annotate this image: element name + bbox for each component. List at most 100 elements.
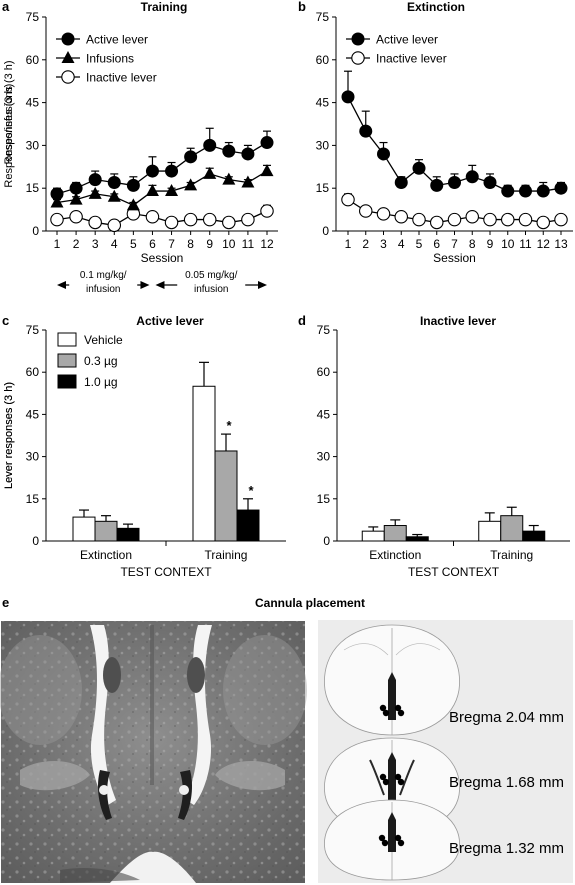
- bregma-label-3: Bregma 1.32 mm: [449, 840, 564, 857]
- dose-arrow-right: [258, 281, 267, 289]
- significance-star: *: [226, 418, 232, 433]
- y-tick-label: 45: [317, 407, 331, 421]
- data-point-filled-circle: [483, 175, 497, 189]
- bar: [214, 450, 238, 542]
- y-tick-label: 0: [323, 534, 330, 548]
- data-point-open-circle: [107, 218, 122, 233]
- data-point-filled-circle: [61, 32, 75, 46]
- data-point-filled-circle: [430, 178, 444, 192]
- bar: [94, 520, 118, 542]
- data-point-triangle: [107, 189, 121, 202]
- y-tick-label: 15: [26, 181, 40, 195]
- x-tick-label: 4: [398, 237, 405, 251]
- chart-panel-c: 0 15 30 45 60 75 Lever responses (3 h) Extincti…: [3, 323, 286, 579]
- data-point-filled-circle: [359, 124, 373, 138]
- data-point-filled-circle: [184, 150, 198, 164]
- y-axis-label: Responses (3 h): [3, 84, 15, 165]
- y-tick-label: 15: [316, 181, 330, 195]
- data-point-filled-circle: [145, 164, 159, 178]
- legend-label: Infusions: [86, 52, 134, 66]
- y-tick-label: 0: [32, 224, 39, 238]
- x-tick-label: 6: [433, 237, 440, 251]
- data-point-filled-circle: [69, 181, 83, 195]
- data-point-open-circle: [202, 212, 217, 227]
- bar: [236, 509, 260, 542]
- x-tick-label: 2: [73, 237, 80, 251]
- x-tick-label: 3: [380, 237, 387, 251]
- legend-label: 1.0 µg: [84, 375, 118, 389]
- data-point-open-circle: [376, 207, 391, 221]
- data-point-open-circle: [394, 209, 408, 224]
- x-axis-label: TEST CONTEXT: [120, 565, 212, 579]
- data-point-filled-circle: [203, 138, 217, 152]
- data-point-filled-circle: [107, 175, 121, 189]
- y-axis-label: Lever responses (3 h): [3, 382, 15, 489]
- x-tick-label: 1: [345, 237, 352, 251]
- y-tick-label: 60: [317, 365, 331, 379]
- y-tick-label: 60: [316, 53, 330, 67]
- legend-label: 0.3 µg: [84, 354, 118, 368]
- atlas-schematics: Bregma 2.04 mm Bregma 1.68 mm Bregma 1.3…: [318, 620, 573, 883]
- x-tick-label: 12: [537, 237, 551, 251]
- y-axis-label: Responses/infusions (3 h): [3, 60, 15, 187]
- data-point-filled-circle: [412, 161, 426, 175]
- y-tick-label: 45: [26, 407, 40, 421]
- data-point-open-circle: [69, 209, 83, 224]
- data-point-filled-circle: [448, 175, 461, 189]
- data-point-filled-circle: [126, 178, 140, 192]
- bar: [500, 515, 524, 542]
- chart-panel-d: 0 15 30 45 60 75 Lever responses (3 h) Extincti…: [3, 323, 570, 579]
- data-point-open-circle: [341, 192, 355, 207]
- y-tick-label: 45: [316, 96, 330, 110]
- y-tick-label: 30: [316, 138, 330, 152]
- bar: [192, 385, 216, 542]
- legend-label: Inactive lever: [376, 52, 447, 66]
- legend-label: Active lever: [86, 33, 148, 47]
- data-point-filled-circle: [465, 170, 479, 184]
- panel-d-letter: d: [298, 313, 306, 328]
- x-tick-label: 10: [501, 237, 515, 251]
- data-point-open-circle: [88, 215, 102, 230]
- dose-label-bg: [69, 266, 138, 298]
- data-point-triangle: [50, 195, 64, 208]
- data-point-open-circle: [351, 51, 365, 65]
- data-point-filled-circle: [88, 173, 102, 187]
- x-tick-label: 6: [149, 237, 156, 251]
- data-point-triangle: [61, 51, 75, 63]
- dose-arrow-left: [155, 281, 165, 289]
- data-point-open-circle: [483, 212, 497, 227]
- data-point-open-circle: [465, 209, 479, 224]
- x-tick-label: Extinction: [80, 548, 132, 562]
- x-tick-label: 5: [416, 237, 423, 251]
- x-tick-label: 5: [130, 237, 137, 251]
- y-tick-label: 15: [317, 492, 331, 506]
- y-axis-label: Lever responses (3 h): [3, 382, 15, 489]
- atlas-section-1: [324, 624, 460, 736]
- data-point-triangle: [222, 172, 236, 185]
- dose-label-line-1: 0.1 mg/kg/: [80, 270, 127, 281]
- y-tick-label: 30: [26, 138, 40, 152]
- data-point-open-circle: [61, 70, 75, 84]
- data-point-triangle: [184, 178, 198, 191]
- data-point-open-circle: [50, 212, 64, 227]
- data-point-triangle: [69, 192, 83, 205]
- panel-a-title: Training: [141, 0, 188, 14]
- x-tick-label: Training: [490, 548, 533, 562]
- data-point-open-circle: [429, 215, 444, 230]
- series-line: [56, 170, 268, 207]
- x-tick-label: Extinction: [369, 548, 421, 562]
- x-tick-label: 13: [554, 237, 568, 251]
- data-point-triangle: [88, 186, 102, 199]
- panel-e-letter: e: [2, 595, 9, 610]
- y-tick-label: 60: [26, 365, 40, 379]
- panel-a-letter: a: [2, 0, 10, 14]
- legend-label: Inactive lever: [86, 71, 157, 85]
- significance-star: *: [248, 483, 254, 498]
- legend-swatch: [57, 332, 77, 347]
- x-tick-label: 7: [168, 237, 175, 251]
- y-tick-label: 15: [26, 492, 40, 506]
- dose-label-line-1: 0.05 mg/kg/: [185, 270, 237, 281]
- bar: [72, 516, 96, 542]
- legend-swatch: [57, 353, 77, 368]
- bar: [522, 530, 546, 542]
